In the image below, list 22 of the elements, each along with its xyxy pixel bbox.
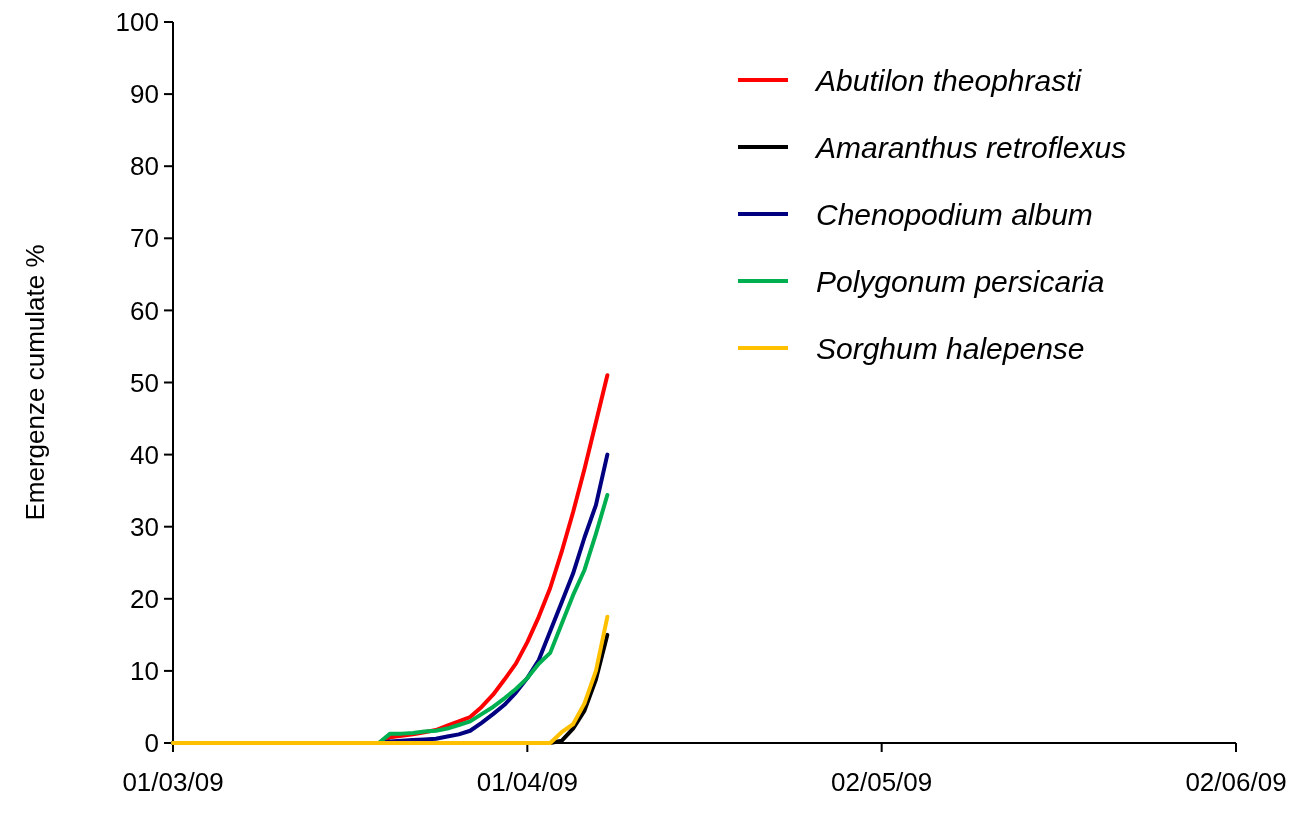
x-tick-label: 01/04/09 <box>476 767 578 797</box>
y-tick-label: 0 <box>144 728 159 759</box>
y-tick-label: 10 <box>130 656 159 686</box>
legend-label: Amaranthus retroflexus <box>814 130 1127 164</box>
legend-label: Chenopodium album <box>816 197 1093 231</box>
y-tick-label: 70 <box>130 223 159 254</box>
y-axis-title: Emergenze cumulate % <box>20 244 50 521</box>
y-tick-label: 30 <box>130 511 159 542</box>
y-tick-label: 50 <box>130 367 159 398</box>
y-tick-label: 80 <box>130 151 159 182</box>
y-tick-label: 60 <box>130 295 159 326</box>
legend-label: Abutilon theophrasti <box>814 63 1083 97</box>
y-tick-label: 90 <box>130 79 159 110</box>
y-tick-label: 20 <box>130 583 159 614</box>
y-tick-label: 40 <box>130 439 159 470</box>
x-tick-label: 02/05/09 <box>831 767 933 797</box>
x-tick-label: 02/06/09 <box>1185 767 1287 797</box>
legend-label: Sorghum halepense <box>816 331 1085 365</box>
y-tick-label: 100 <box>115 7 159 38</box>
x-tick-label: 01/03/09 <box>122 767 224 797</box>
line-series <box>171 614 610 745</box>
legend-label: Polygonum persicaria <box>816 264 1105 298</box>
